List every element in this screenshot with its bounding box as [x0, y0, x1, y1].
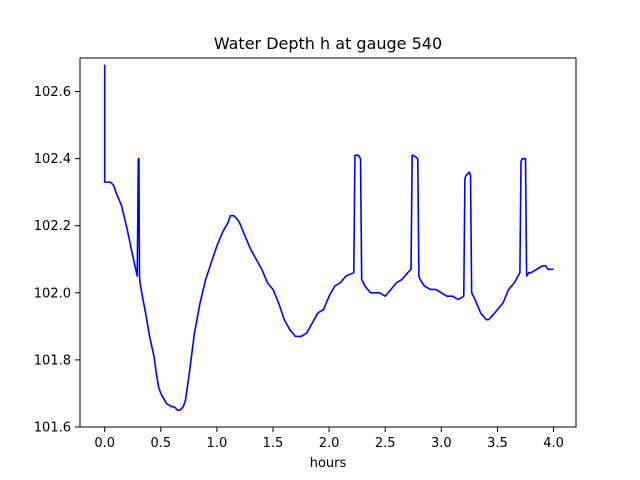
- series-line: [103, 64, 554, 412]
- x-tick-label: 1.5: [263, 436, 284, 451]
- chart-title: Water Depth h at gauge 540: [214, 34, 442, 53]
- y-tick-label: 102.4: [34, 152, 71, 167]
- y-tick-label: 102.2: [34, 219, 71, 234]
- y-tick-label: 102.0: [34, 286, 71, 301]
- x-tick-label: 3.0: [431, 436, 452, 451]
- y-tick-label: 101.8: [34, 353, 71, 368]
- x-axis-label: hours: [310, 456, 347, 471]
- x-tick-label: 3.5: [487, 436, 508, 451]
- y-axis: 101.6 101.8 102.0 102.2 102.4 102.6: [34, 85, 80, 436]
- x-axis: 0.0 0.5 1.0 1.5 2.0 2.5 3.0 3.5 4.0: [94, 427, 564, 451]
- y-tick-label: 102.6: [34, 85, 71, 100]
- x-tick-label: 2.5: [375, 436, 396, 451]
- series-layer: [103, 64, 554, 412]
- x-tick-label: 1.0: [207, 436, 228, 451]
- x-tick-label: 4.0: [543, 436, 564, 451]
- x-tick-label: 0.5: [150, 436, 171, 451]
- plot-frame: [79, 57, 577, 428]
- y-tick-label: 101.6: [34, 421, 71, 436]
- x-tick-label: 2.0: [319, 436, 340, 451]
- x-tick-label: 0.0: [94, 436, 115, 451]
